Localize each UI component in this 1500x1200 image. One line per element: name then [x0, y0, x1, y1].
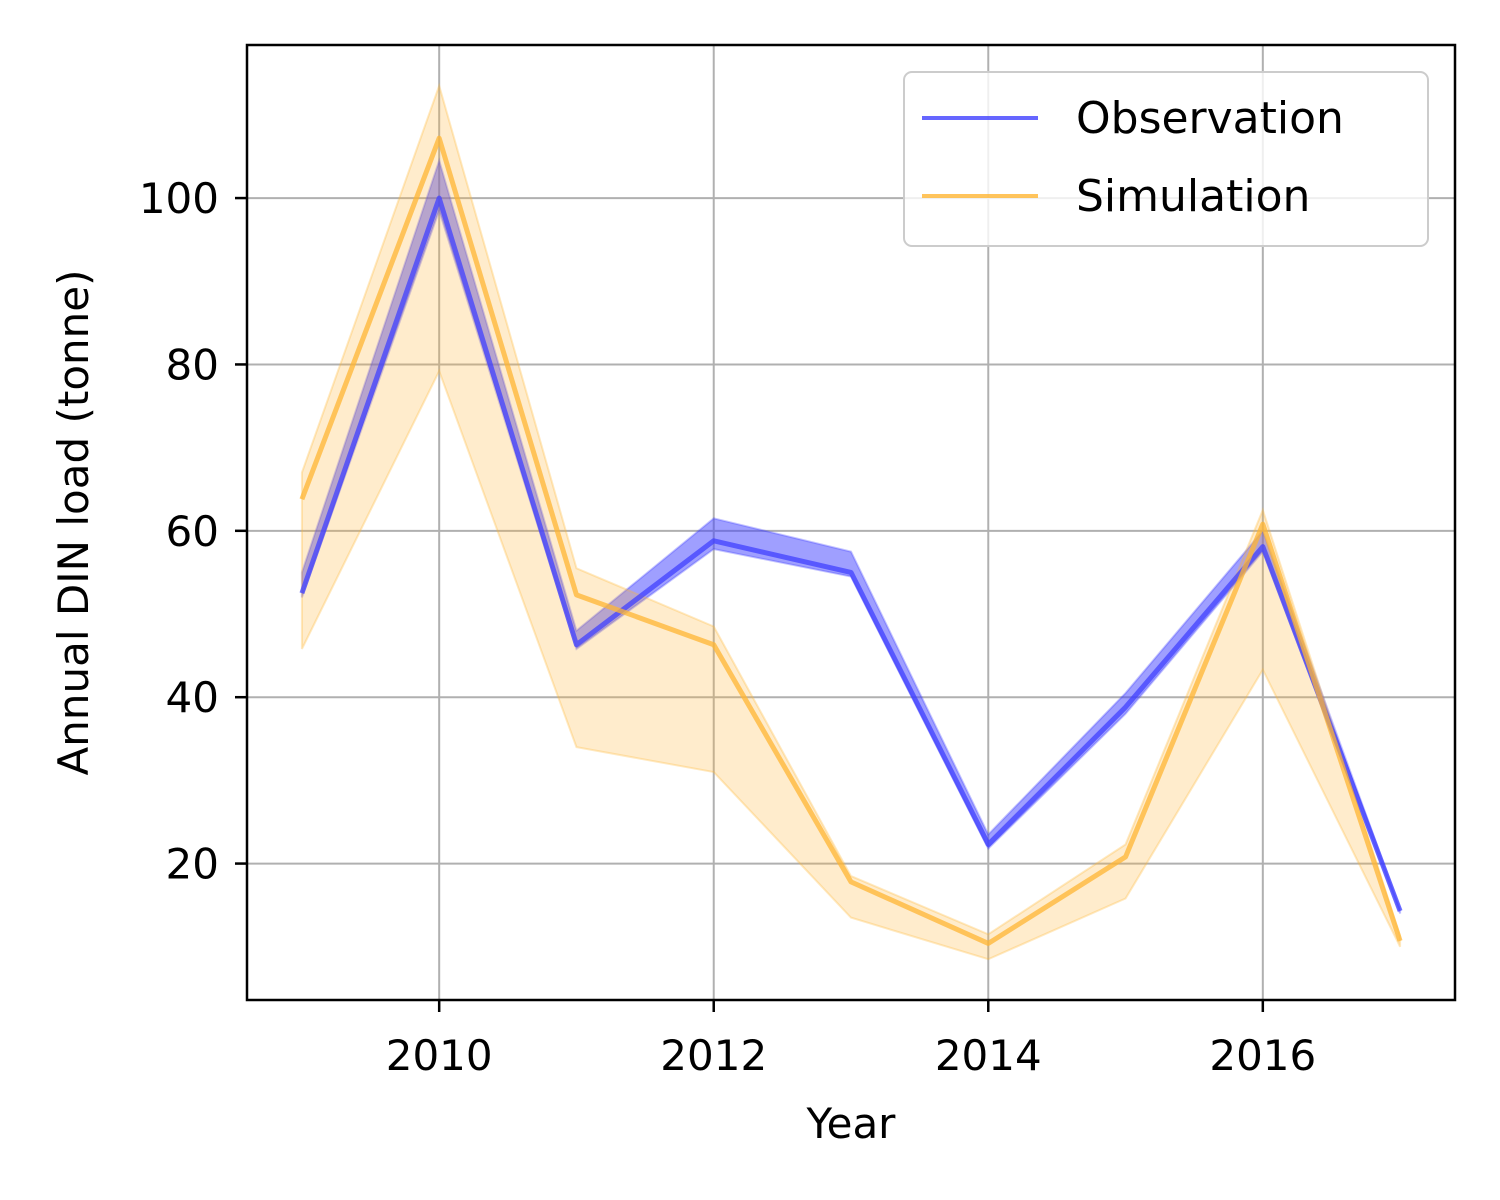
legend-box: [903, 71, 1429, 247]
x-axis-label: Year: [806, 1099, 897, 1148]
y-tick-label-60: 60: [166, 507, 219, 556]
y-axis-label: Annual DIN load (tonne): [49, 270, 98, 776]
x-tick-label-2014: 2014: [935, 1031, 1042, 1080]
series-line-observation: [299, 195, 1403, 912]
legend: Observation Simulation: [903, 71, 1429, 247]
band-simulation: [300, 82, 1402, 961]
series-lines: [299, 135, 1403, 946]
legend-label-simulation: Simulation: [1076, 171, 1310, 222]
legend-label-observation: Observation: [1076, 93, 1344, 144]
x-tick-label-2012: 2012: [660, 1031, 767, 1080]
x-tick-label-2016: 2016: [1209, 1031, 1316, 1080]
axis-ticks: 2010 2012 2014 2016 20 40 60 80 100: [139, 174, 1316, 1080]
y-tick-label-20: 20: [166, 840, 219, 889]
plot-area-frame: [245, 43, 1457, 1002]
x-tick-label-2010: 2010: [386, 1031, 493, 1080]
y-tick-label-100: 100: [139, 174, 219, 223]
series-line-simulation: [299, 135, 1403, 946]
confidence-bands: [300, 82, 1402, 961]
y-tick-label-40: 40: [166, 673, 219, 722]
band-observation: [300, 157, 1402, 914]
y-tick-label-80: 80: [166, 340, 219, 389]
